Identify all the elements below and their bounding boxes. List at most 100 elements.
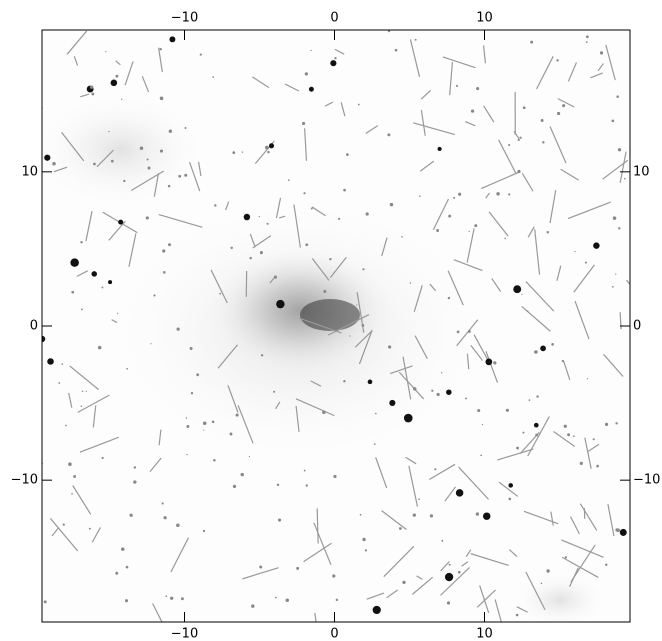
star [153, 294, 155, 296]
star [303, 192, 305, 194]
star [102, 457, 104, 459]
star [445, 573, 453, 581]
star [368, 380, 373, 385]
star [356, 304, 357, 305]
star [101, 287, 103, 289]
star [615, 274, 616, 275]
star [518, 139, 520, 141]
star [624, 178, 626, 180]
star [557, 112, 560, 115]
star [458, 571, 461, 574]
x-tick-label-top: −10 [171, 11, 198, 26]
star [236, 413, 239, 416]
star [338, 218, 340, 220]
star [343, 189, 346, 192]
star [482, 424, 483, 425]
star [162, 502, 164, 504]
star [506, 409, 509, 412]
star [160, 149, 163, 152]
star [261, 354, 263, 356]
star [567, 433, 570, 436]
star [522, 432, 524, 434]
star [360, 514, 362, 516]
star [387, 133, 390, 136]
star [375, 413, 377, 415]
x-tick-label-top: 10 [476, 11, 493, 26]
star [373, 606, 381, 614]
star [304, 470, 306, 472]
star [586, 35, 589, 38]
star [332, 574, 335, 577]
star [105, 51, 106, 52]
star [273, 391, 275, 393]
star [612, 286, 614, 288]
star [574, 251, 575, 252]
star [186, 417, 187, 418]
star [90, 85, 93, 88]
chart: −10−10001010−10−10001010 [0, 0, 662, 641]
star [134, 466, 136, 468]
star [125, 599, 128, 602]
star [485, 358, 492, 365]
star [249, 257, 251, 259]
star [244, 214, 250, 220]
star [513, 285, 521, 293]
star [431, 390, 433, 392]
star [241, 473, 244, 476]
star [212, 76, 214, 78]
star [309, 87, 314, 92]
star [163, 271, 166, 274]
star [546, 569, 549, 572]
star [169, 130, 172, 133]
star [91, 93, 94, 96]
star [230, 432, 233, 435]
star [434, 468, 436, 470]
star [596, 465, 599, 468]
star [441, 372, 442, 373]
star [275, 597, 277, 599]
star [44, 155, 50, 161]
sky-image [22, 30, 648, 637]
y-tick-label-right: 0 [633, 319, 641, 334]
star [242, 151, 243, 152]
star [334, 57, 336, 59]
star [296, 567, 299, 570]
star [527, 310, 529, 312]
star [329, 258, 331, 260]
star [362, 268, 364, 270]
star [542, 141, 544, 143]
star [620, 529, 627, 536]
star [213, 459, 216, 462]
star [516, 447, 519, 450]
star [446, 389, 451, 394]
star [346, 153, 349, 156]
star [121, 547, 125, 551]
star [323, 290, 326, 293]
star [200, 53, 202, 55]
star [162, 249, 165, 252]
star [73, 475, 76, 478]
star [178, 175, 181, 178]
star [111, 80, 118, 87]
star [233, 485, 236, 488]
star [395, 49, 398, 52]
star [259, 216, 260, 217]
star [389, 400, 395, 406]
star [186, 425, 189, 428]
star [415, 39, 417, 41]
star [493, 361, 496, 364]
star [402, 581, 405, 584]
star [453, 197, 455, 199]
star [565, 556, 567, 558]
y-tick-label-right: 10 [633, 164, 650, 179]
star [160, 97, 164, 101]
star [448, 215, 451, 218]
star [111, 160, 114, 163]
y-tick-label: −10 [11, 473, 38, 488]
star [203, 421, 207, 425]
star [118, 220, 123, 225]
star [541, 583, 542, 584]
star [81, 308, 83, 310]
star [81, 405, 83, 407]
star [508, 483, 513, 488]
